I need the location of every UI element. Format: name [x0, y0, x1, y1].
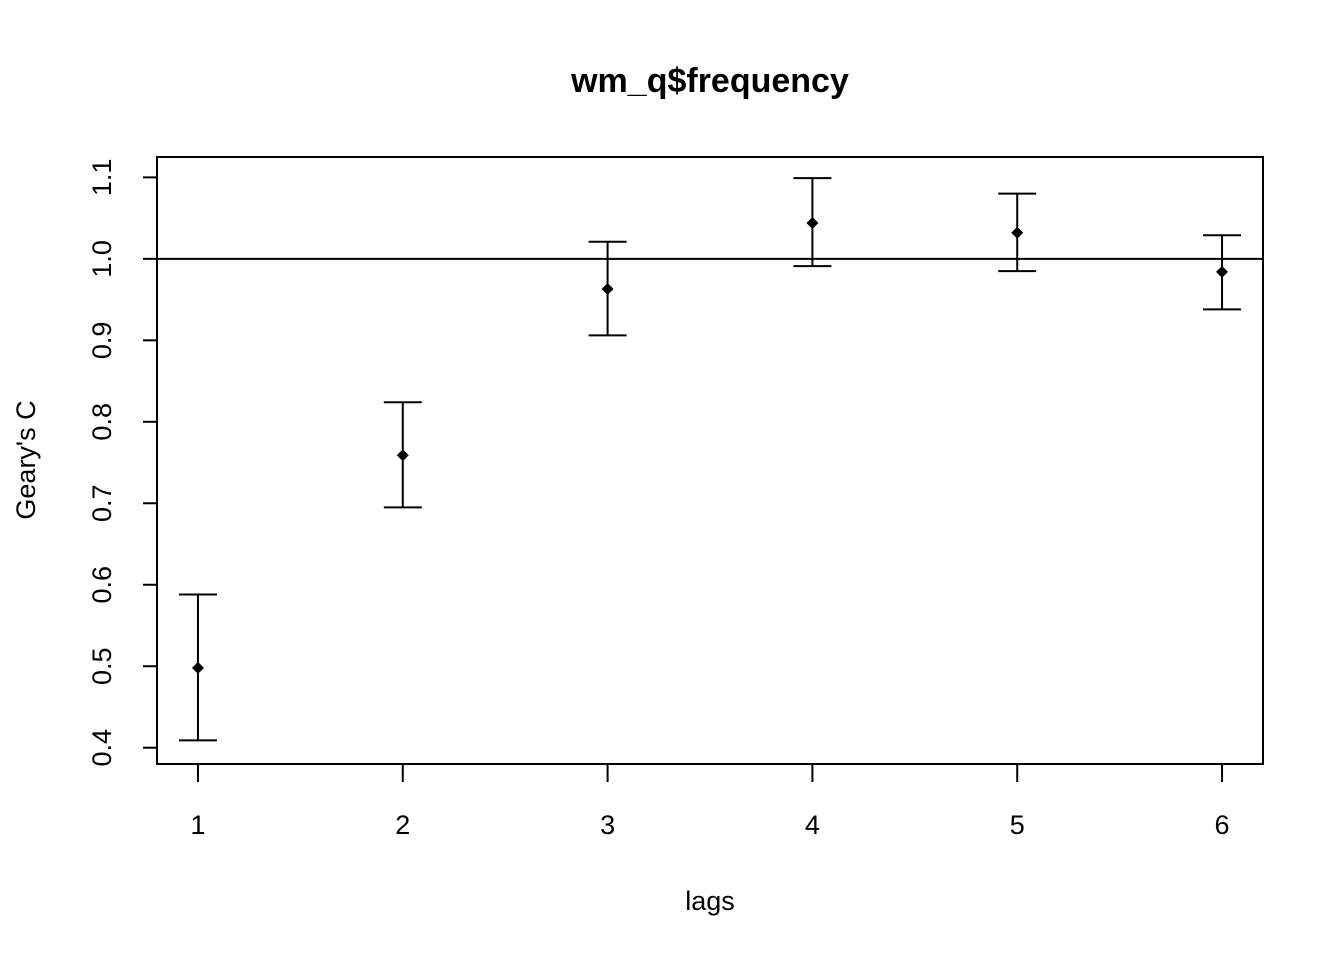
y-tick-label: 1.1	[87, 159, 117, 197]
plot-frame	[156, 156, 1264, 765]
y-axis-label: Geary's C	[11, 400, 41, 519]
y-tick-label: 0.9	[87, 322, 117, 360]
x-tick-label: 3	[600, 810, 615, 840]
data-series	[178, 177, 1242, 742]
y-axis: 0.4 0.5 0.6 0.7 0.8 0.9 1.0 1.1	[87, 159, 157, 767]
y-tick-label: 0.4	[87, 729, 117, 767]
data-point	[191, 661, 204, 674]
x-tick-label: 5	[1010, 810, 1025, 840]
data-point	[396, 449, 409, 462]
x-axis: 1 2 3 4 5 6	[190, 764, 1230, 840]
x-axis-label: lags	[685, 886, 735, 916]
y-tick-label: 0.5	[87, 647, 117, 685]
chart-title: wm_q$frequency	[570, 62, 849, 100]
data-point	[1216, 265, 1229, 278]
x-tick-label: 2	[395, 810, 410, 840]
data-point	[1011, 226, 1024, 239]
y-tick-label: 0.6	[87, 566, 117, 604]
data-point	[806, 216, 819, 229]
y-tick-label: 0.7	[87, 485, 117, 523]
x-tick-label: 4	[805, 810, 820, 840]
x-tick-label: 6	[1215, 810, 1230, 840]
x-tick-label: 1	[190, 810, 205, 840]
y-tick-label: 0.8	[87, 403, 117, 441]
data-point	[601, 282, 614, 295]
y-tick-label: 1.0	[87, 240, 117, 278]
